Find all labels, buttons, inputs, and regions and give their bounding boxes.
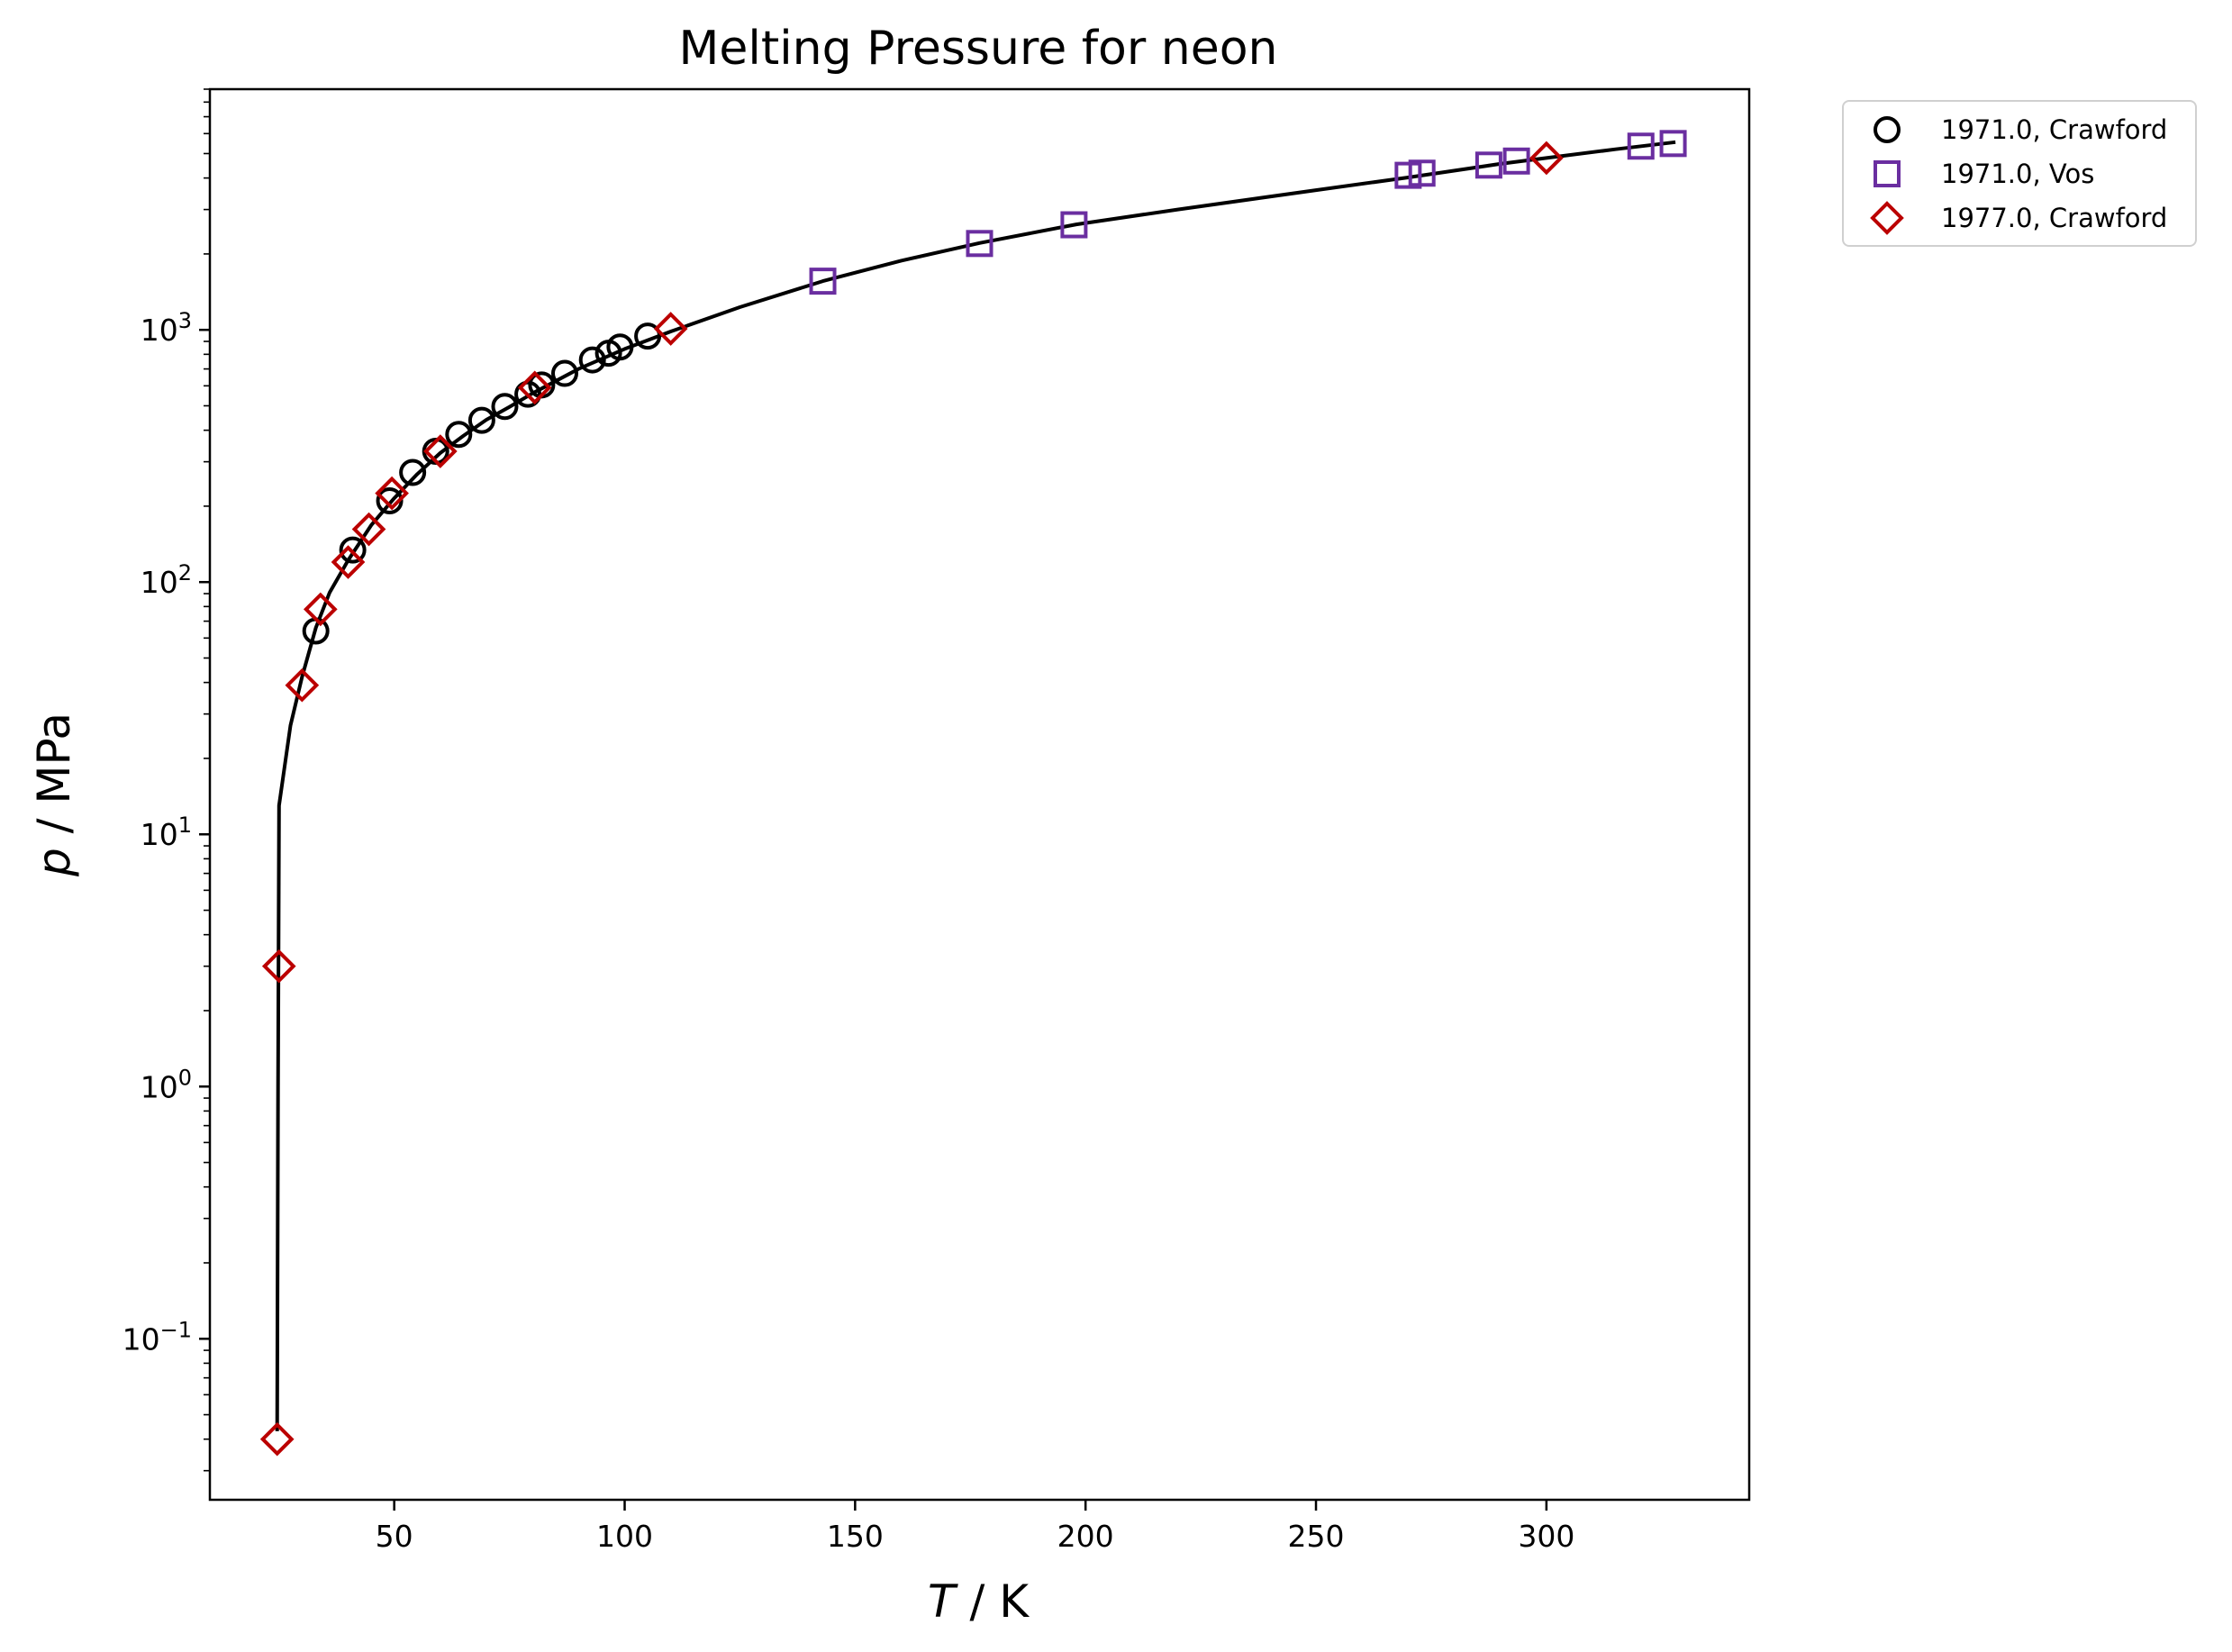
diamond-data-point (1529, 141, 1564, 176)
legend-label: 1971.0, Vos (1941, 159, 2094, 189)
square-data-point (809, 268, 837, 295)
circle-data-point (376, 486, 404, 514)
y-tick-label: 100 (141, 1065, 192, 1104)
diamond-data-point (653, 312, 688, 346)
diamond-data-point (261, 949, 296, 984)
y-axis-title: p / MPa (28, 713, 80, 877)
diamond-data-point (423, 434, 458, 468)
y-tick-label: 101 (141, 812, 192, 852)
y-tick-label: 103 (141, 308, 192, 348)
legend-frame (1842, 100, 2197, 247)
x-axis-unit: / K (956, 1575, 1030, 1628)
circle-data-point (606, 333, 634, 361)
circle-data-point (491, 393, 519, 421)
circle-data-point (339, 536, 367, 564)
diamond-data-point (331, 545, 366, 579)
square-data-point (1408, 159, 1436, 187)
x-axis-title: T / K (928, 1575, 1030, 1628)
y-tick-label: 102 (141, 560, 192, 600)
diamond-data-point (517, 370, 552, 405)
legend-label: 1971.0, Crawford (1941, 114, 2167, 145)
plot-area-frame (208, 87, 1751, 1502)
y-axis-symbol: p (28, 848, 80, 877)
square-data-point (966, 230, 994, 258)
x-tick-label: 50 (376, 1519, 413, 1554)
circle-data-point (634, 322, 662, 350)
square-data-point (1060, 211, 1088, 239)
diamond-data-point (303, 592, 338, 627)
legend-diamond-marker (1870, 201, 1904, 235)
circle-data-point (550, 359, 578, 387)
circle-data-point (445, 421, 473, 449)
square-data-point (1394, 161, 1422, 189)
x-tick-label: 250 (1288, 1519, 1345, 1554)
diamond-data-point (285, 667, 320, 703)
square-data-point (1659, 130, 1687, 158)
legend-square-marker (1874, 160, 1901, 187)
chart-title: Melting Pressure for neon (679, 22, 1278, 76)
x-tick-label: 100 (596, 1519, 653, 1554)
y-axis-unit: / MPa (28, 713, 80, 848)
x-axis-symbol: T (928, 1575, 958, 1628)
x-tick-label: 150 (827, 1519, 884, 1554)
x-axis: 50 100 150 200 250 300 (376, 1500, 1574, 1554)
circle-data-point (399, 458, 427, 486)
diamond-data-point (259, 1421, 295, 1457)
circle-data-point (578, 346, 606, 374)
square-data-point (1474, 151, 1502, 179)
diamond-data-point (351, 512, 386, 547)
legend-entries: 1971.0, Crawford 1971.0, Vos 1977.0, Crawf… (1870, 114, 2167, 235)
x-tick-label: 200 (1057, 1519, 1114, 1554)
diamond-data-point (375, 476, 409, 511)
data-points-layer (259, 130, 1687, 1457)
legend: 1971.0, Crawford 1971.0, Vos 1977.0, Crawf… (1842, 100, 2197, 247)
circle-data-point (467, 406, 495, 434)
square-data-point (1627, 132, 1655, 160)
legend-label: 1977.0, Crawford (1941, 203, 2167, 233)
x-tick-label: 300 (1518, 1519, 1574, 1554)
y-axis: 10−1 100 101 102 103 (122, 88, 210, 1472)
legend-circle-marker (1874, 116, 1901, 143)
y-tick-label: 10−1 (122, 1317, 192, 1357)
square-data-point (1502, 147, 1530, 175)
